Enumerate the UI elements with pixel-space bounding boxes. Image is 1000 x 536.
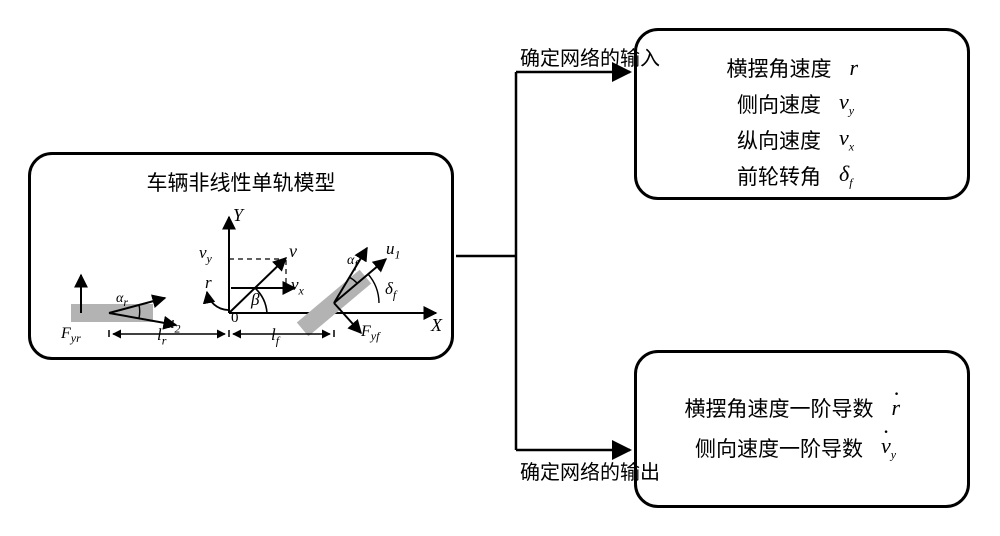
input-row-0: 横摆角速度 r <box>727 53 878 83</box>
r-label: r <box>205 273 212 293</box>
input-sym-2: vx <box>839 125 867 154</box>
u1-label: u1 <box>386 239 401 262</box>
input-name-1: 侧向速度 <box>737 89 821 119</box>
vy-label: vy <box>199 243 212 266</box>
input-row-2: 纵向速度 vx <box>737 125 867 155</box>
v-label: v <box>289 241 297 262</box>
output-name-1: 侧向速度一阶导数 <box>695 433 863 463</box>
alphaf-label: αf <box>347 253 358 272</box>
edge-output-label: 确定网络的输出 <box>520 456 660 485</box>
input-name-2: 纵向速度 <box>737 125 821 155</box>
input-sym-0: r <box>850 55 878 81</box>
deltaf-label: δf <box>385 279 396 302</box>
alphar-label: αr <box>116 291 128 310</box>
output-row-1: 侧向速度一阶导数 · vy <box>695 433 909 463</box>
edge-input-label: 确定网络的输入 <box>520 42 660 71</box>
input-row-3: 前轮转角 δf <box>737 161 867 191</box>
origin-label: 0 <box>231 310 239 327</box>
Fyf-label: Fyf <box>361 323 379 344</box>
output-sym-1: · vy <box>881 433 909 462</box>
outputs-box: 横摆角速度一阶导数 · r 侧向速度一阶导数 · vy <box>634 350 970 508</box>
input-row-1: 侧向速度 vy <box>737 89 867 119</box>
X-axis-label: X <box>431 315 442 336</box>
input-sym-3: δf <box>839 161 867 190</box>
inputs-box: 横摆角速度 r 侧向速度 vy 纵向速度 vx 前轮转角 δf <box>634 28 970 200</box>
output-name-0: 横摆角速度一阶导数 <box>685 393 874 423</box>
lf-label: lf <box>271 325 279 348</box>
output-sym-0: · r <box>892 395 920 421</box>
Fyr-label: Fyr <box>61 325 81 346</box>
u2-label: u2 <box>166 313 181 336</box>
vx-label: vx <box>291 275 304 298</box>
Y-axis-label: Y <box>233 205 243 226</box>
lr-label: lr <box>157 325 166 348</box>
input-name-0: 横摆角速度 <box>727 53 832 83</box>
left-model-box: 车辆非线性单轨模型 <box>28 152 454 360</box>
input-sym-1: vy <box>839 89 867 118</box>
beta-label: β <box>251 290 259 310</box>
input-name-3: 前轮转角 <box>737 161 821 191</box>
